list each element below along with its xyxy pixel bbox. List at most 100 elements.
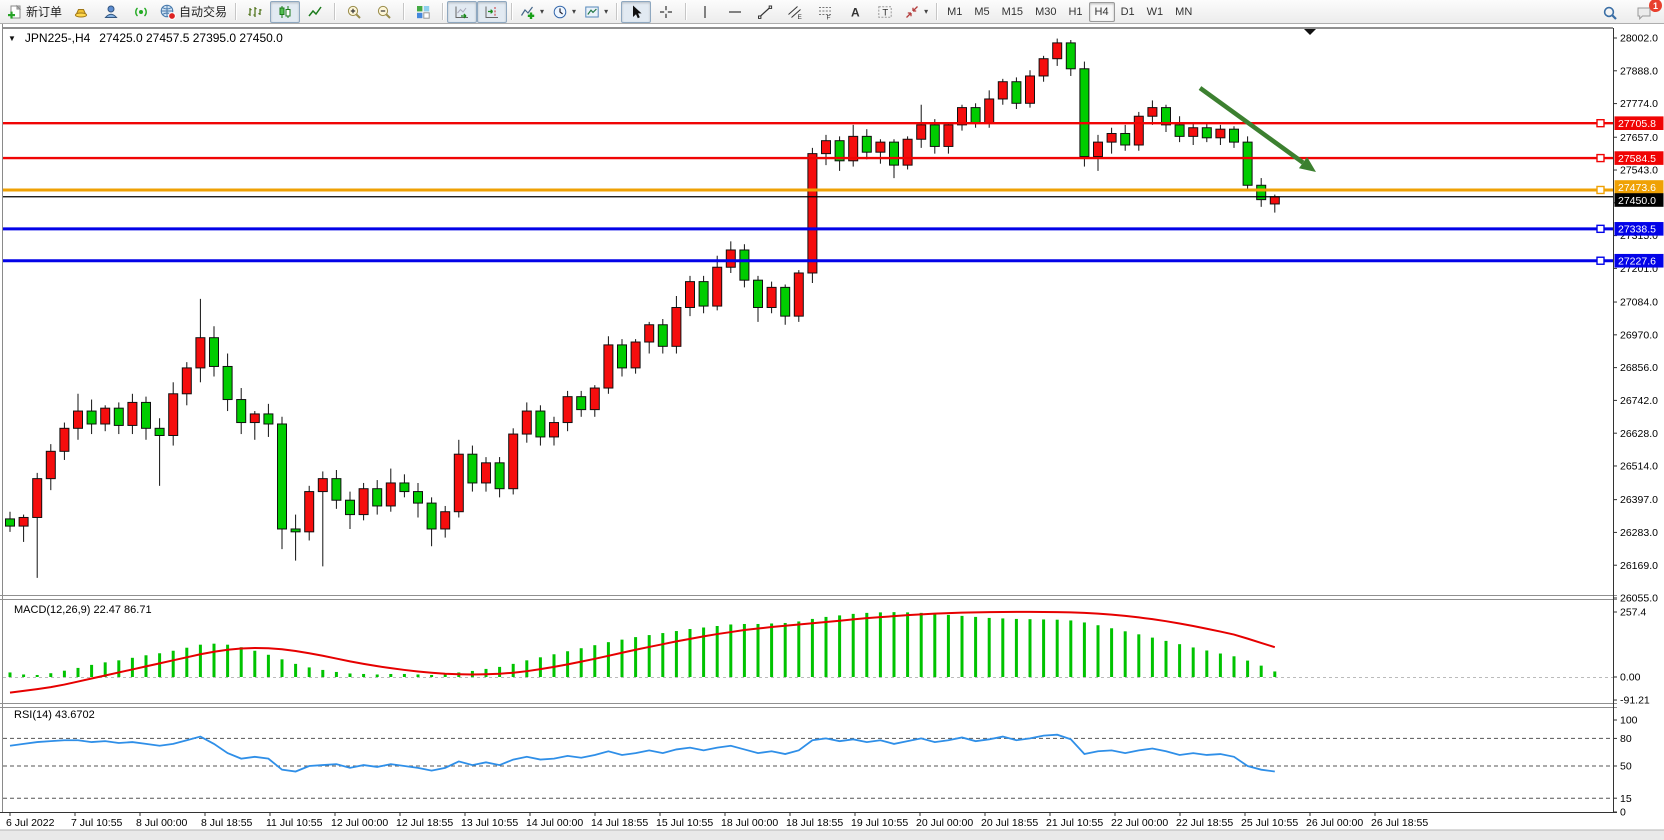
candle xyxy=(18,514,29,542)
periods-button[interactable]: ▾ xyxy=(548,1,580,23)
window-menu-icon[interactable]: ▼ xyxy=(8,33,16,43)
line-handle[interactable] xyxy=(1596,256,1605,265)
candle xyxy=(576,390,587,417)
candle xyxy=(399,474,410,498)
candle xyxy=(1106,127,1117,154)
text-label-icon: T xyxy=(878,5,892,18)
chevron-down-icon[interactable]: ▾ xyxy=(572,7,577,16)
candle xyxy=(385,468,396,512)
chart-symbol-period: JPN225-,H4 xyxy=(24,31,91,45)
candle xyxy=(304,485,315,541)
vertical-line-button[interactable] xyxy=(690,1,720,23)
line-handle[interactable] xyxy=(1596,118,1605,128)
equidistant-channel-icon: E xyxy=(788,5,803,20)
svg-text:20 Jul 18:55: 20 Jul 18:55 xyxy=(981,817,1038,829)
notifications-button[interactable]: 1 xyxy=(1629,0,1662,24)
tf-d1-button[interactable]: D1 xyxy=(1115,2,1141,22)
candle xyxy=(73,393,83,440)
chevron-down-icon[interactable]: ▾ xyxy=(540,7,545,16)
new-order-label: 新订单 xyxy=(26,5,63,19)
trend-arrow-head[interactable] xyxy=(1298,156,1316,172)
svg-text:100: 100 xyxy=(1620,715,1638,727)
signals-button[interactable] xyxy=(126,1,156,23)
line-handle[interactable] xyxy=(1596,153,1605,163)
toolbar-separator xyxy=(442,3,444,20)
chart-canvas[interactable]: 28002.027888.027774.027657.027543.027429… xyxy=(0,24,1664,840)
candle xyxy=(59,422,70,460)
text-label-button[interactable]: T xyxy=(870,1,900,23)
crosshair-button[interactable] xyxy=(651,1,681,23)
macd-panel xyxy=(3,610,1613,694)
cursor-button[interactable] xyxy=(621,0,652,23)
equidistant-channel-button[interactable]: E xyxy=(780,1,810,23)
search-button[interactable] xyxy=(1595,2,1625,24)
vertical-line-icon xyxy=(704,5,706,18)
macd-indicator-label: MACD(12,26,9) 22.47 86.71 xyxy=(14,604,152,616)
line-handle[interactable] xyxy=(1596,185,1605,195)
tf-mn-button[interactable]: MN xyxy=(1169,2,1198,22)
svg-text:27543.0: 27543.0 xyxy=(1620,165,1658,177)
chart-shift-button[interactable] xyxy=(477,0,508,23)
toolbar-separator xyxy=(685,3,687,20)
text-button[interactable]: A xyxy=(840,1,870,23)
auto-trading-button[interactable]: 自动交易 xyxy=(156,1,231,23)
toolbar-separator xyxy=(616,3,618,20)
auto-scroll-button[interactable] xyxy=(447,0,478,23)
new-order-button[interactable]: 新订单 xyxy=(3,1,66,23)
svg-text:T: T xyxy=(882,7,888,18)
tf-h1-button[interactable]: H1 xyxy=(1062,2,1088,22)
toolbar-separator xyxy=(334,3,336,20)
arrows-button[interactable]: ▾ xyxy=(900,1,932,23)
tile-windows-button[interactable] xyxy=(408,1,438,23)
chevron-down-icon[interactable]: ▾ xyxy=(924,7,929,16)
candle xyxy=(453,439,464,518)
fibonacci-button[interactable]: F xyxy=(810,1,840,23)
tf-w1-button[interactable]: W1 xyxy=(1141,2,1170,22)
candle xyxy=(426,497,437,547)
templates-button[interactable]: ▾ xyxy=(580,1,612,23)
candle xyxy=(5,511,15,532)
svg-text:14 Jul 18:55: 14 Jul 18:55 xyxy=(591,817,648,829)
chart-title-bar[interactable]: ▼ JPN225-,H4 27425.0 27457.5 27395.0 274… xyxy=(8,31,283,45)
candle xyxy=(1065,40,1076,76)
tf-m5-button[interactable]: M5 xyxy=(968,2,995,22)
svg-text:27705.8: 27705.8 xyxy=(1618,118,1656,130)
candle xyxy=(1161,104,1171,133)
trendline-button[interactable] xyxy=(750,1,780,23)
tf-m30-button[interactable]: M30 xyxy=(1029,2,1062,22)
candle xyxy=(154,418,165,486)
svg-text:12 Jul 18:55: 12 Jul 18:55 xyxy=(396,817,453,829)
candle xyxy=(1256,178,1267,207)
line-handle[interactable] xyxy=(1596,224,1605,234)
candle xyxy=(1025,70,1035,108)
indicators-button[interactable]: ▾ xyxy=(516,1,548,23)
line-chart-button[interactable] xyxy=(300,1,330,23)
candle xyxy=(222,353,233,412)
svg-text:257.4: 257.4 xyxy=(1620,607,1646,619)
tf-w1-label: W1 xyxy=(1146,5,1164,18)
time-scale[interactable]: 6 Jul 2022 7 Jul 10:55 8 Jul 00:00 8 Jul 18… xyxy=(6,812,1428,829)
tf-m15-button[interactable]: M15 xyxy=(996,2,1029,22)
tf-m1-button[interactable]: M1 xyxy=(941,2,968,22)
trend-arrow-line[interactable] xyxy=(1198,86,1305,165)
tf-h4-button[interactable]: H4 xyxy=(1088,1,1115,22)
scroll-anchor-icon[interactable] xyxy=(1304,29,1316,35)
candle xyxy=(875,139,886,164)
candle xyxy=(127,393,138,435)
new-order-icon xyxy=(8,4,22,19)
candle xyxy=(725,241,736,273)
chevron-down-icon[interactable]: ▾ xyxy=(604,7,609,16)
horizontal-line-button[interactable] xyxy=(720,1,750,23)
candlestick-chart-button[interactable] xyxy=(270,0,301,23)
market-gold-button[interactable] xyxy=(66,1,96,23)
bar-chart-button[interactable] xyxy=(240,1,270,23)
zoom-out-button[interactable] xyxy=(369,1,399,23)
profile-button[interactable] xyxy=(96,1,126,23)
zoom-in-button[interactable] xyxy=(339,1,369,23)
candle xyxy=(957,104,967,131)
horizontal-level-lines[interactable] xyxy=(3,118,1613,265)
svg-text:80: 80 xyxy=(1620,733,1632,745)
auto-trading-label: 自动交易 xyxy=(179,5,228,19)
candle xyxy=(997,78,1008,105)
